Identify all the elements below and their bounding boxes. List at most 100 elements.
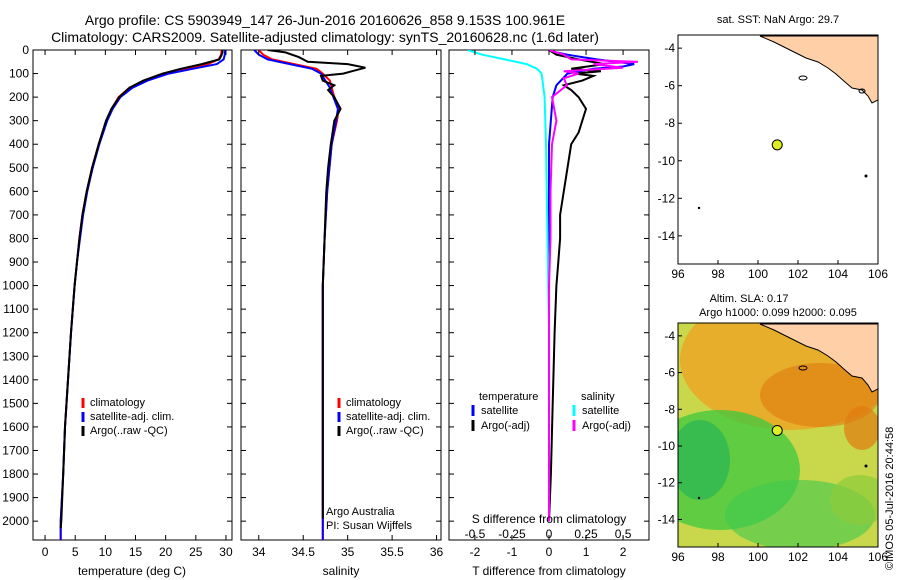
legend-t-argo-label: Argo(-adj)	[481, 420, 530, 432]
sla-map-subtitle: Argo h1000: 0.099 h2000: 0.095	[699, 307, 857, 319]
y-tick-label: 2000	[2, 514, 29, 528]
legend-argo-label: Argo(..raw -QC)	[90, 425, 168, 437]
series-line-argo-raw-qc-	[267, 50, 366, 519]
difference-secondary-xlabel: S difference from climatology	[472, 512, 627, 526]
y-tick-label: 700	[9, 208, 29, 222]
lat-tick-label: -12	[658, 191, 676, 205]
lon-tick-label: 106	[868, 550, 888, 564]
y-tick-label: 1800	[2, 467, 29, 481]
x-tick-label: 36	[430, 545, 444, 559]
lat-tick-label: -8	[664, 402, 675, 416]
header-title-line1: Argo profile: CS 5903949_147 26-Jun-2016…	[84, 12, 566, 28]
argo-float-position-marker	[771, 139, 783, 151]
sst-map-lat-ticks: -4 -6 -8 -10 -12 -14	[658, 41, 682, 243]
y-tick-label: 200	[9, 90, 29, 104]
legend-satellite-label: satellite-adj. clim.	[346, 411, 430, 423]
x-tick-label: 1	[583, 545, 590, 559]
lon-tick-label: 98	[711, 550, 725, 564]
x-tick-label: -2	[470, 545, 481, 559]
secondary-tick-label: 0.5	[615, 527, 632, 541]
difference-secondary-ticks: -0.5 -0.25 0 0.25 0.5	[465, 527, 632, 541]
x-tick-label: 5	[72, 545, 79, 559]
series-line-argo-raw-qc-	[59, 50, 224, 529]
salinity-lines	[253, 50, 366, 540]
depth-y-ticks: 0 100 200 300 400 500 600 700 800 900 1000 1100 1200…	[2, 43, 232, 528]
legend-satellite-label: satellite-adj. clim.	[90, 411, 174, 423]
salinity-x-ticks: 34 34.5 35 35.5 36	[252, 50, 444, 559]
sla-map-frame	[677, 322, 879, 548]
x-tick-label: 15	[129, 545, 143, 559]
sla-low-west	[678, 420, 730, 500]
temperature-panel: 0 5 10 15 20 25 30 0 100 200 300 400 500 600 700 800 90…	[2, 43, 233, 578]
temperature-lines	[59, 50, 226, 540]
lat-tick-label: -14	[658, 229, 676, 243]
salinity-axes	[240, 49, 442, 541]
sst-map-title: sat. SST: NaN Argo: 29.7	[717, 14, 839, 26]
legend-t-satellite-label: satellite	[481, 405, 518, 417]
temperature-x-ticks: 0 5 10 15 20 25 30	[42, 50, 233, 559]
y-tick-label: 1900	[2, 491, 29, 505]
sla-map: Altim. SLA: 0.17 Argo h1000: 0.099 h2000…	[658, 293, 889, 564]
secondary-tick-label: 0	[546, 527, 553, 541]
x-tick-label: 10	[99, 545, 113, 559]
legend-s-satellite-label: satellite	[582, 405, 619, 417]
lon-tick-label: 106	[868, 267, 888, 281]
y-tick-label: 900	[9, 255, 29, 269]
lat-tick-label: -4	[664, 329, 675, 343]
secondary-tick-label: -0.25	[498, 527, 526, 541]
sumatra-java-coastline	[759, 323, 878, 393]
legend-temperature-heading: temperature	[479, 391, 538, 403]
sla-map-lat-ticks: -4 -6 -8 -10 -12 -14	[658, 329, 682, 526]
lon-tick-label: 100	[748, 550, 768, 564]
difference-lines	[467, 50, 638, 522]
temperature-xlabel: temperature (deg C)	[78, 564, 186, 578]
difference-xlabel: T difference from climatology	[472, 564, 626, 578]
series-line-temperature-satellite	[548, 50, 635, 522]
x-tick-label: 34	[252, 545, 266, 559]
lon-tick-label: 96	[671, 550, 685, 564]
sst-map: sat. SST: NaN Argo: 29.7 96 98 100 102 104 10…	[658, 14, 889, 281]
island-contour	[798, 75, 808, 81]
christmas-island-marker	[864, 464, 868, 468]
y-tick-label: 1700	[2, 443, 29, 457]
legend-climatology-label: climatology	[346, 397, 402, 409]
lat-tick-label: -10	[658, 154, 676, 168]
lon-tick-label: 104	[828, 267, 848, 281]
lat-tick-label: -4	[664, 41, 675, 55]
credit-argo-australia: Argo Australia	[326, 506, 395, 518]
secondary-tick-label: -0.5	[465, 527, 486, 541]
island-contour	[858, 88, 866, 94]
y-tick-label: 600	[9, 184, 29, 198]
y-tick-label: 300	[9, 114, 29, 128]
sla-mid-southeast	[830, 475, 878, 525]
y-tick-label: 1300	[2, 349, 29, 363]
legend-argo-label: Argo(..raw -QC)	[346, 425, 424, 437]
secondary-tick-label: 0.25	[574, 527, 598, 541]
x-tick-label: 35	[341, 545, 355, 559]
sla-map-title: Altim. SLA: 0.17	[710, 293, 789, 305]
credit-pi-name: PI: Susan Wijffels	[326, 520, 412, 532]
x-tick-label: 34.5	[292, 545, 316, 559]
y-tick-label: 400	[9, 137, 29, 151]
salinity-panel: 34 34.5 35 35.5 36 salinity climatology sate…	[240, 49, 444, 578]
lon-tick-label: 102	[788, 267, 808, 281]
lat-tick-label: -6	[664, 79, 675, 93]
difference-x-ticks: -2 -1 0 1 2	[470, 50, 627, 559]
cocos-islands-marker	[697, 496, 701, 500]
salinity-xlabel: salinity	[323, 564, 360, 578]
lat-tick-label: -14	[658, 512, 676, 526]
cocos-islands-marker	[697, 206, 701, 210]
sla-high-core	[760, 363, 878, 427]
x-tick-label: 35.5	[380, 545, 404, 559]
legend-climatology-label: climatology	[90, 397, 146, 409]
temperature-axes	[32, 49, 233, 541]
imos-timestamp-credit: ©IMOS 05-Jul-2016 20:44:58	[884, 427, 896, 570]
lat-tick-label: -8	[664, 116, 675, 130]
sla-high-east	[844, 406, 878, 450]
x-tick-label: 20	[159, 545, 173, 559]
legend-s-argo-label: Argo(-adj)	[582, 420, 631, 432]
sla-map-lon-ticks: 96 98 100 102 104 106	[671, 543, 888, 564]
difference-panel: -2 -1 0 1 2 -0.5 -0.25 0 0.25 0.5 T difference f…	[448, 49, 650, 578]
x-tick-label: 0	[42, 545, 49, 559]
